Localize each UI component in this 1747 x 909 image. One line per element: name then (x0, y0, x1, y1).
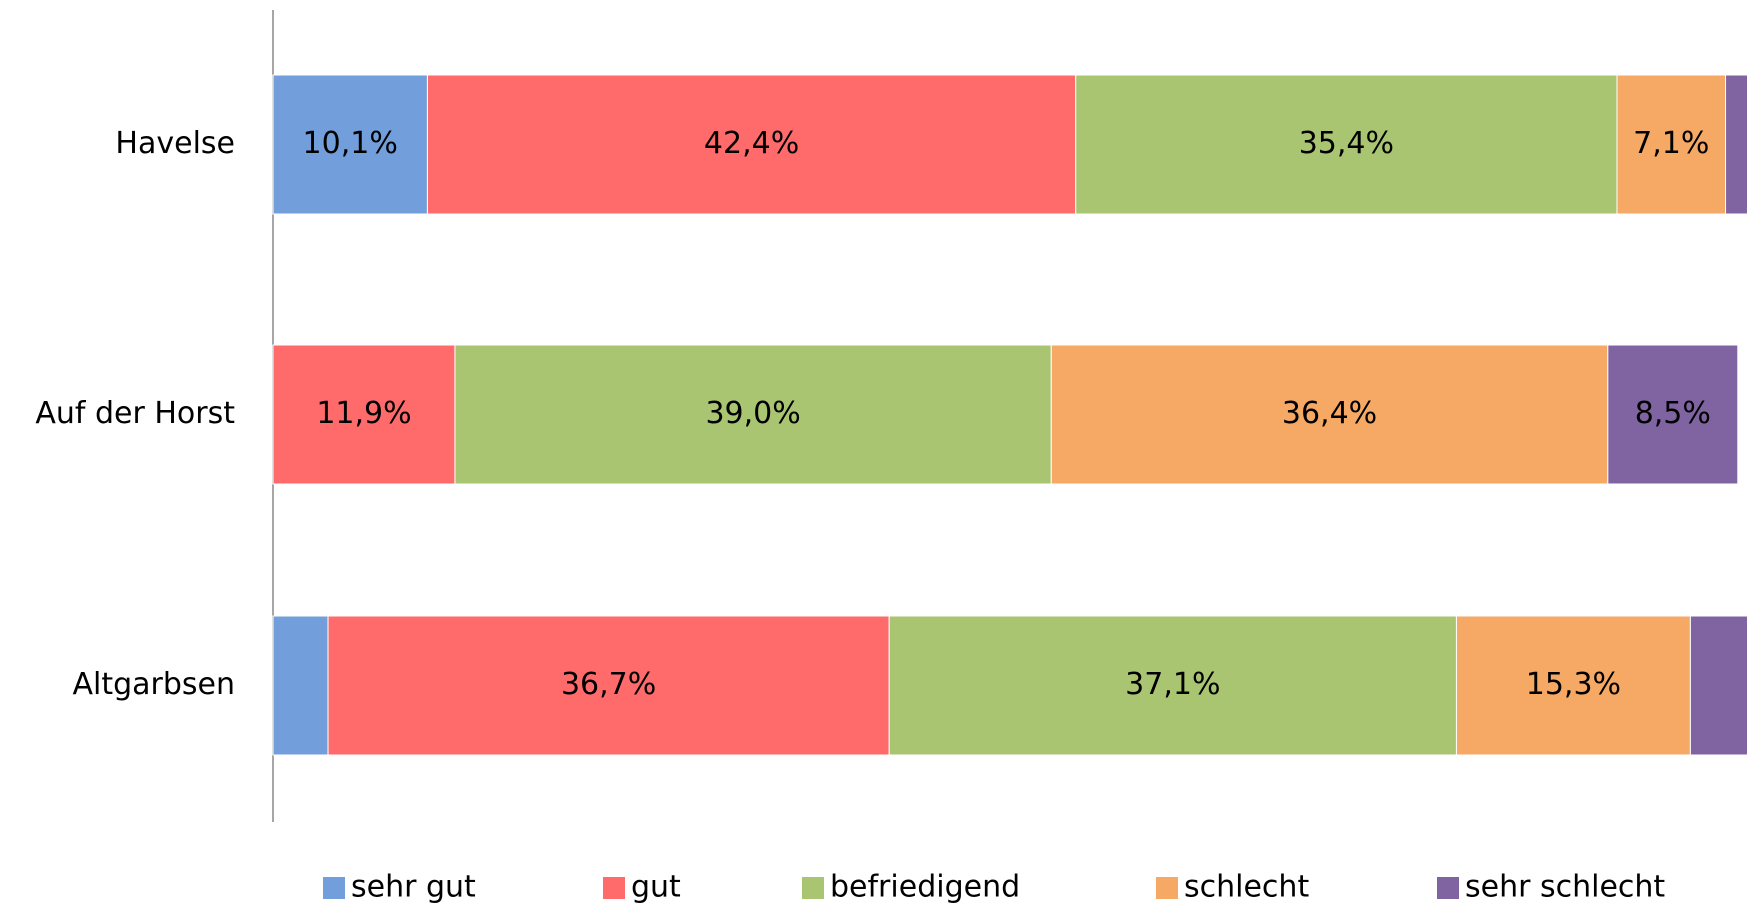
bar-segment (888, 615, 1457, 756)
bar-segment (1050, 344, 1609, 485)
legend-swatch (802, 877, 824, 899)
data-label: 15,3% (1526, 667, 1621, 702)
bar-segment (272, 74, 428, 215)
bar-segment (454, 344, 1052, 485)
legend-label: schlecht (1184, 870, 1309, 905)
data-label: 7,1% (1633, 126, 1709, 161)
bar-segment (1689, 615, 1747, 756)
legend-swatch (1156, 877, 1178, 899)
y-tick-label: Havelse (115, 126, 235, 161)
data-label: 8,5% (1635, 396, 1711, 431)
bar-segment (327, 615, 890, 756)
legend-swatch (1437, 877, 1459, 899)
bar-segment (1455, 615, 1691, 756)
data-label: 35,4% (1299, 126, 1394, 161)
bar-segment (1725, 74, 1747, 215)
legend-label: befriedigend (830, 870, 1020, 905)
y-tick-label: Auf der Horst (35, 396, 235, 431)
y-tick-label: Altgarbsen (72, 667, 235, 702)
legend-label: sehr gut (351, 870, 476, 905)
data-label: 10,1% (303, 126, 398, 161)
bar-segment (1607, 344, 1739, 485)
bar-segment (426, 74, 1077, 215)
bar-segment (272, 615, 329, 756)
legend-swatch (323, 877, 345, 899)
data-label: 42,4% (704, 126, 799, 161)
data-label: 11,9% (316, 396, 411, 431)
legend-label: sehr schlecht (1465, 870, 1665, 905)
legend-label: gut (631, 870, 681, 905)
legend-swatch (603, 877, 625, 899)
data-label: 36,4% (1282, 396, 1377, 431)
bar-segment (1075, 74, 1618, 215)
data-label: 39,0% (705, 396, 800, 431)
data-label: 37,1% (1125, 667, 1220, 702)
data-label: 36,7% (561, 667, 656, 702)
